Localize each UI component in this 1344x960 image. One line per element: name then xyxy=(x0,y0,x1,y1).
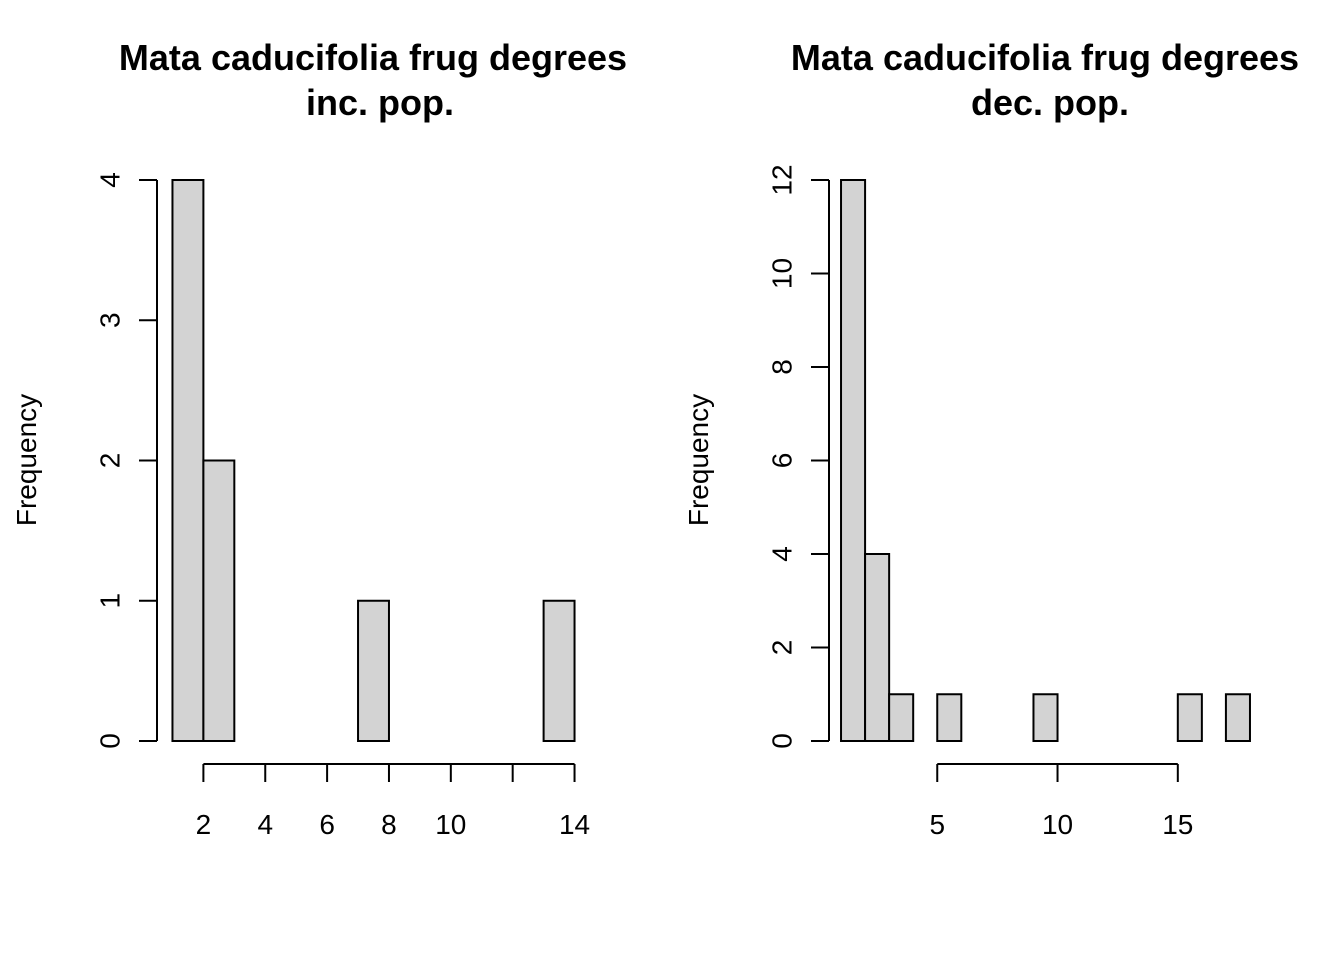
chart-title-line1: Mata caducifolia frug degrees xyxy=(119,37,627,78)
histogram-bar xyxy=(1224,693,1251,742)
x-tick-label: 15 xyxy=(1162,809,1193,840)
bars xyxy=(171,179,576,742)
chart-title-line2: dec. pop. xyxy=(971,82,1129,123)
x-tick-label: 10 xyxy=(1042,809,1073,840)
y-tick-label: 0 xyxy=(94,733,125,749)
histogram-bar xyxy=(1032,693,1059,742)
y-tick-label: 6 xyxy=(766,453,797,469)
y-axis: 0 1 2 3 4 xyxy=(94,172,158,749)
histogram-bar xyxy=(542,599,576,742)
histogram-bar xyxy=(171,179,205,742)
y-tick-label: 2 xyxy=(94,453,125,469)
y-tick-label: 4 xyxy=(766,546,797,562)
y-tick-label: 3 xyxy=(94,312,125,328)
x-tick-label: 5 xyxy=(929,809,945,840)
x-tick-label: 2 xyxy=(196,809,212,840)
histogram-panel-decreasing: Mata caducifolia frug degrees dec. pop. … xyxy=(683,37,1299,840)
histogram-bar xyxy=(1176,693,1203,742)
y-axis: 0 2 4 6 8 10 12 xyxy=(766,164,830,749)
y-tick-label: 1 xyxy=(94,593,125,609)
histogram-bar xyxy=(357,599,390,742)
y-axis-label: Frequency xyxy=(11,394,42,526)
y-axis-label: Frequency xyxy=(683,394,714,526)
histogram-bar xyxy=(840,179,867,742)
y-tick-label: 12 xyxy=(766,164,797,195)
histogram-bar xyxy=(202,459,236,742)
y-tick-label: 0 xyxy=(766,733,797,749)
histogram-bar xyxy=(936,693,963,742)
y-tick-label: 10 xyxy=(766,258,797,289)
histogram-panel-increasing: Mata caducifolia frug degrees inc. pop. … xyxy=(11,37,627,840)
y-tick-label: 2 xyxy=(766,640,797,656)
histogram-bar xyxy=(888,693,915,742)
y-tick-label: 8 xyxy=(766,359,797,375)
bars xyxy=(840,179,1251,742)
x-tick-label: 8 xyxy=(381,809,397,840)
x-tick-label: 4 xyxy=(257,809,273,840)
x-tick-label: 14 xyxy=(559,809,590,840)
x-axis: 2 4 6 8 10 14 xyxy=(196,763,590,840)
chart-title-line2: inc. pop. xyxy=(306,82,454,123)
x-tick-label: 10 xyxy=(435,809,466,840)
histogram-bar xyxy=(864,553,891,742)
x-tick-label: 6 xyxy=(319,809,335,840)
chart-title-line1: Mata caducifolia frug degrees xyxy=(791,37,1299,78)
x-axis: 5 10 15 xyxy=(929,763,1193,840)
y-tick-label: 4 xyxy=(94,172,125,188)
